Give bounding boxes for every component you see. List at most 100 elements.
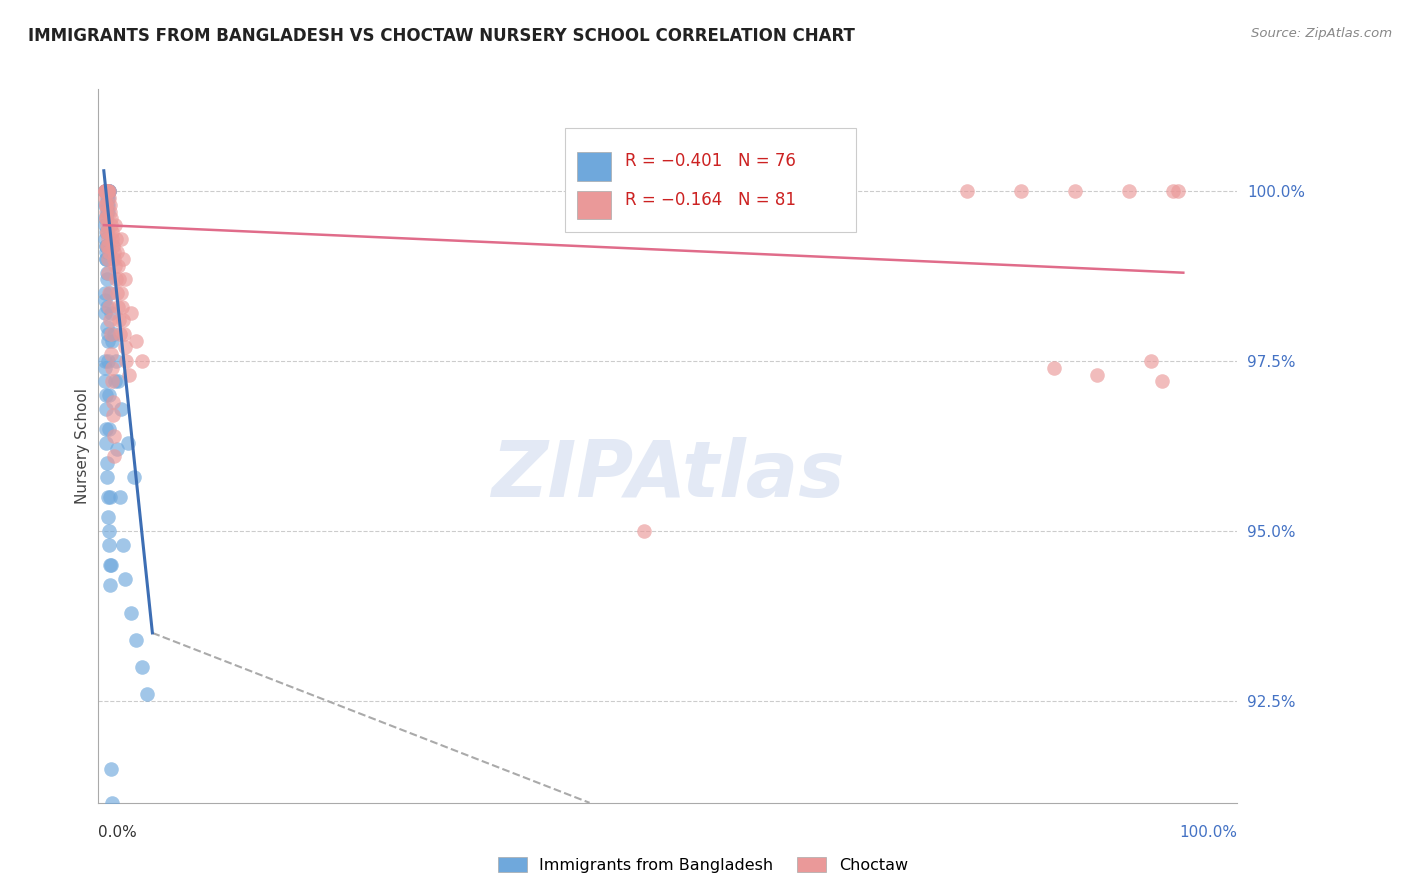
Point: [120, 306, 142, 320]
Point: [94, 354, 117, 368]
Point: [98, 300, 121, 314]
Point: [104, 354, 127, 368]
Point: [120, 606, 142, 620]
Point: [125, 632, 148, 647]
Point: [94, 184, 117, 198]
Point: [97, 184, 120, 198]
Point: [98, 184, 121, 198]
Point: [104, 218, 127, 232]
Point: [96, 272, 118, 286]
Text: 100.0%: 100.0%: [1180, 825, 1237, 840]
Point: [98, 537, 121, 551]
Point: [94, 238, 117, 252]
Point: [97, 191, 120, 205]
Point: [122, 469, 145, 483]
Point: [100, 762, 122, 776]
Point: [107, 259, 129, 273]
Text: 0.0%: 0.0%: [98, 825, 138, 840]
Point: [956, 184, 979, 198]
Point: [98, 558, 121, 572]
Text: ZIPAtlas: ZIPAtlas: [491, 436, 845, 513]
Point: [103, 449, 125, 463]
Point: [94, 238, 117, 252]
Point: [97, 524, 120, 538]
Point: [125, 334, 148, 348]
Point: [94, 245, 117, 260]
Point: [94, 211, 117, 226]
Point: [96, 266, 118, 280]
Point: [103, 409, 125, 423]
Point: [103, 252, 125, 266]
Point: [97, 245, 120, 260]
Point: [98, 204, 121, 219]
Point: [94, 422, 117, 436]
Point: [96, 191, 118, 205]
Point: [94, 232, 117, 246]
Point: [105, 442, 128, 457]
Point: [104, 272, 127, 286]
Point: [131, 660, 153, 674]
Point: [96, 320, 118, 334]
Point: [110, 232, 132, 246]
Point: [97, 198, 120, 212]
Point: [98, 198, 121, 212]
Point: [96, 218, 118, 232]
Text: R = −0.164   N = 81: R = −0.164 N = 81: [624, 191, 796, 209]
Point: [101, 394, 124, 409]
Point: [633, 524, 655, 538]
Point: [96, 300, 118, 314]
Point: [97, 184, 120, 198]
Point: [100, 218, 122, 232]
Point: [110, 401, 132, 416]
Point: [112, 252, 135, 266]
Point: [108, 272, 131, 286]
FancyBboxPatch shape: [576, 152, 610, 180]
Point: [96, 184, 118, 198]
Point: [101, 796, 124, 810]
Point: [98, 422, 121, 436]
Point: [110, 286, 132, 301]
Point: [96, 238, 118, 252]
Point: [96, 198, 118, 212]
Point: [96, 184, 118, 198]
Point: [101, 375, 124, 389]
Point: [114, 572, 136, 586]
Point: [96, 435, 118, 450]
Point: [98, 286, 121, 301]
Point: [96, 225, 118, 239]
Point: [105, 286, 128, 301]
Point: [94, 184, 117, 198]
Point: [108, 490, 131, 504]
Point: [96, 184, 118, 198]
Point: [107, 375, 129, 389]
Point: [94, 198, 117, 212]
Point: [1042, 360, 1064, 375]
FancyBboxPatch shape: [565, 128, 856, 232]
Point: [94, 286, 117, 301]
Point: [100, 347, 122, 361]
Point: [1167, 184, 1189, 198]
Point: [94, 306, 117, 320]
Point: [94, 198, 117, 212]
Text: R = −0.401   N = 76: R = −0.401 N = 76: [624, 152, 796, 170]
Point: [97, 184, 120, 198]
Point: [94, 184, 117, 198]
Point: [97, 490, 120, 504]
Text: IMMIGRANTS FROM BANGLADESH VS CHOCTAW NURSERY SCHOOL CORRELATION CHART: IMMIGRANTS FROM BANGLADESH VS CHOCTAW NU…: [28, 27, 855, 45]
Point: [97, 510, 120, 524]
Point: [96, 211, 118, 226]
Point: [111, 313, 134, 327]
Point: [1140, 354, 1163, 368]
Point: [96, 184, 118, 198]
Point: [94, 184, 117, 198]
Point: [1010, 184, 1032, 198]
Point: [94, 184, 117, 198]
Point: [131, 354, 153, 368]
Y-axis label: Nursery School: Nursery School: [75, 388, 90, 504]
Point: [101, 232, 124, 246]
Point: [104, 375, 127, 389]
Point: [97, 354, 120, 368]
Point: [96, 469, 118, 483]
Point: [97, 184, 120, 198]
Legend: Immigrants from Bangladesh, Choctaw: Immigrants from Bangladesh, Choctaw: [492, 851, 914, 880]
